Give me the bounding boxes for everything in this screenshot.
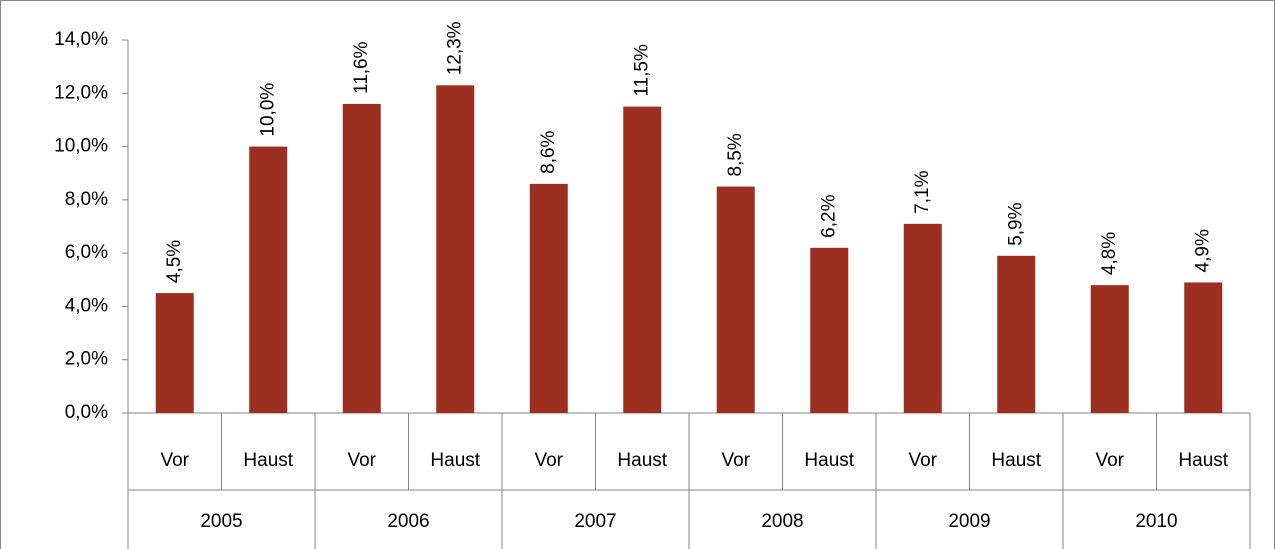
value-label: 5,9% xyxy=(1005,202,1026,245)
y-tick-label: 14,0% xyxy=(54,29,108,50)
x-tick-label: Vor xyxy=(908,450,937,471)
value-label: 6,2% xyxy=(818,194,839,237)
group-label: 2009 xyxy=(948,511,990,532)
value-label: 11,5% xyxy=(631,44,652,97)
x-tick-label: Vor xyxy=(721,450,750,471)
y-tick-label: 4,0% xyxy=(65,295,108,316)
y-tick-label: 8,0% xyxy=(65,189,108,210)
value-label: 8,5% xyxy=(725,133,746,176)
bar xyxy=(1090,285,1129,413)
bar xyxy=(342,103,381,413)
value-label: 4,9% xyxy=(1192,229,1213,272)
value-label: 10,0% xyxy=(257,83,278,137)
y-tick-label: 12,0% xyxy=(54,82,108,103)
value-label: 4,8% xyxy=(1099,232,1120,275)
bar xyxy=(155,293,194,413)
x-tick-label: Haust xyxy=(617,450,667,471)
x-tick-label: Vor xyxy=(347,450,376,471)
bar xyxy=(716,186,755,413)
value-label: 12,3% xyxy=(444,21,465,75)
bar xyxy=(623,106,662,413)
y-tick-label: 0,0% xyxy=(65,402,108,423)
group-label: 2007 xyxy=(574,511,616,532)
value-label: 7,1% xyxy=(912,170,933,213)
group-label: 2005 xyxy=(200,511,242,532)
bar xyxy=(529,183,568,413)
x-tick-label: Vor xyxy=(1095,450,1124,471)
group-label: 2006 xyxy=(387,511,429,532)
bar xyxy=(903,223,942,413)
x-tick-label: Haust xyxy=(1178,450,1228,471)
x-tick-label: Vor xyxy=(160,450,189,471)
y-tick-label: 6,0% xyxy=(65,242,108,263)
bar xyxy=(436,85,475,414)
group-label: 2008 xyxy=(761,511,803,532)
x-tick-label: Vor xyxy=(534,450,563,471)
value-label: 11,6% xyxy=(351,41,372,94)
x-tick-label: Haust xyxy=(804,450,854,471)
y-tick-label: 10,0% xyxy=(54,136,108,157)
bar xyxy=(249,146,288,414)
group-label: 2010 xyxy=(1135,511,1177,532)
y-tick-label: 2,0% xyxy=(65,349,108,370)
bar xyxy=(997,255,1036,413)
bar xyxy=(1184,282,1223,413)
bar xyxy=(810,247,849,413)
x-tick-label: Haust xyxy=(243,450,293,471)
value-label: 4,5% xyxy=(164,240,185,283)
x-tick-label: Haust xyxy=(991,450,1041,471)
x-tick-label: Haust xyxy=(430,450,480,471)
value-label: 8,6% xyxy=(538,130,559,173)
